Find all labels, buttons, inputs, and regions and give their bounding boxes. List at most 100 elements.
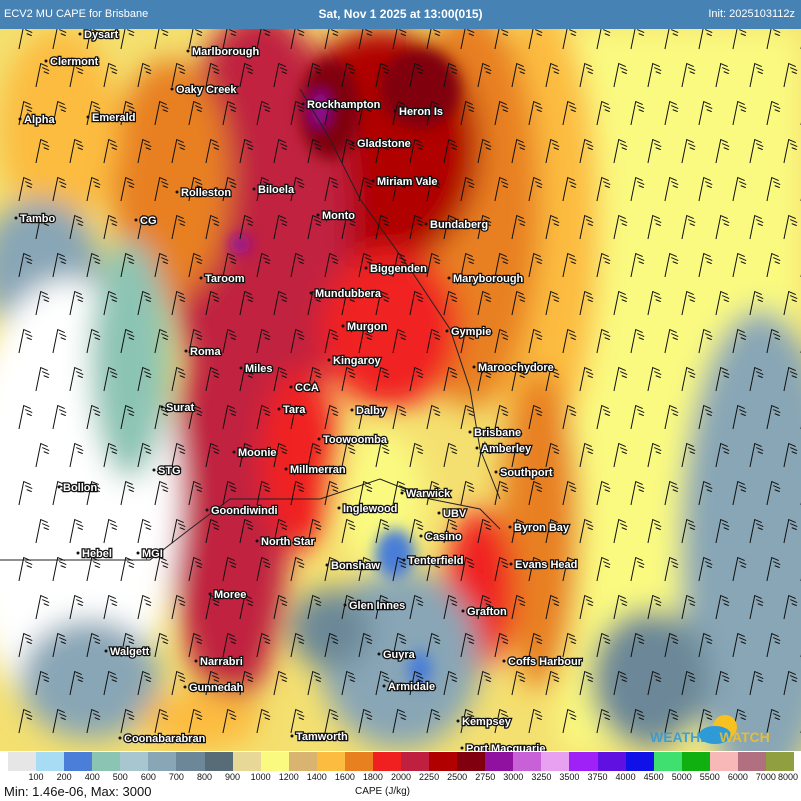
wind-barb (732, 556, 747, 582)
wind-barb (35, 518, 50, 544)
legend-label: 500 (112, 772, 128, 782)
wind-barb (766, 100, 781, 126)
place-label: Rockhampton (307, 99, 381, 111)
wind-barb (358, 632, 373, 658)
wind-barb (273, 366, 288, 392)
wind-barb (69, 290, 84, 316)
wind-barb (358, 708, 373, 734)
wind-barb (783, 366, 798, 392)
wind-barb (290, 480, 305, 506)
wind-barb (732, 29, 747, 50)
place-dot (351, 141, 355, 145)
place-dot (290, 734, 294, 738)
place-dot (86, 115, 90, 119)
wind-barb (171, 62, 186, 88)
wind-barb (52, 252, 67, 278)
wind-barb (256, 708, 271, 734)
place-dot (18, 117, 22, 121)
legend-label: 7000 (755, 772, 776, 782)
wind-barb (137, 518, 152, 544)
place-dot (382, 684, 386, 688)
wind-barb (103, 62, 118, 88)
wind-barb (528, 404, 543, 430)
wind-barb (358, 176, 373, 202)
wind-barb (188, 632, 203, 658)
place-label: Murgon (347, 321, 388, 333)
wind-barb (528, 632, 543, 658)
place-label: Inglewood (343, 503, 397, 515)
wind-barb (35, 442, 50, 468)
wind-barb (766, 252, 781, 278)
wind-barb (256, 176, 271, 202)
place-label: Guyra (383, 649, 416, 661)
wind-barb (18, 252, 33, 278)
wind-barb (103, 594, 118, 620)
wind-barb (732, 252, 747, 278)
wind-barb (35, 214, 50, 240)
wind-barb (596, 632, 611, 658)
legend-label: 400 (84, 772, 100, 782)
legend-swatch (541, 752, 570, 771)
wind-barb (205, 138, 220, 164)
wind-barb (732, 404, 747, 430)
wind-barb (137, 138, 152, 164)
place-label: Walgett (110, 646, 150, 658)
place-label: Brisbane (474, 427, 521, 439)
place-dot (419, 534, 423, 538)
wind-barb (511, 518, 526, 544)
wind-barb (596, 176, 611, 202)
place-dot (364, 266, 368, 270)
wind-barb (324, 556, 339, 582)
wind-barb (290, 100, 305, 126)
wind-barb (375, 290, 390, 316)
place-dot (327, 358, 331, 362)
place-dot (337, 506, 341, 510)
wind-barb (494, 100, 509, 126)
wind-barb (664, 252, 679, 278)
place-label: Emerald (92, 112, 135, 124)
wind-barb (630, 556, 645, 582)
legend-label: 800 (196, 772, 213, 782)
place-label: MGI (142, 548, 163, 560)
wind-barb (205, 442, 220, 468)
wind-barb (341, 290, 356, 316)
place-label: Coonabarabran (124, 733, 206, 745)
legend-label: 3500 (559, 772, 580, 782)
place-label: Tambo (20, 213, 56, 225)
wind-barb (222, 328, 237, 354)
place-dot (437, 511, 441, 515)
wind-barb (681, 442, 696, 468)
legend-label: 2750 (475, 772, 496, 782)
wind-barb (511, 670, 526, 696)
wind-barb (171, 594, 186, 620)
valid-time: Sat, Nov 1 2025 at 13:00(015) (318, 7, 483, 21)
wind-barb (120, 252, 135, 278)
place-label: Moree (214, 589, 246, 601)
wind-barb (647, 138, 662, 164)
wind-barb (562, 480, 577, 506)
legend-swatch (681, 752, 711, 771)
place-dot (232, 450, 236, 454)
wind-barb (86, 29, 101, 50)
wind-barb (528, 328, 543, 354)
wind-barb (494, 708, 509, 734)
wind-barb (18, 632, 33, 658)
wind-barb (494, 556, 509, 582)
wind-barb (596, 100, 611, 126)
place-dot (494, 470, 498, 474)
wind-barb (409, 518, 424, 544)
place-label: Alpha (24, 114, 55, 126)
wind-barb (409, 290, 424, 316)
wind-barb (375, 594, 390, 620)
wind-barb (545, 594, 560, 620)
wind-barb (681, 62, 696, 88)
legend-swatch (344, 752, 374, 771)
wind-barb (528, 252, 543, 278)
wind-barb (426, 404, 441, 430)
wind-barb (120, 176, 135, 202)
wind-barb (290, 556, 305, 582)
wind-barb (392, 404, 407, 430)
wind-barb (137, 214, 152, 240)
wind-barb (18, 556, 33, 582)
place-dot (325, 563, 329, 567)
